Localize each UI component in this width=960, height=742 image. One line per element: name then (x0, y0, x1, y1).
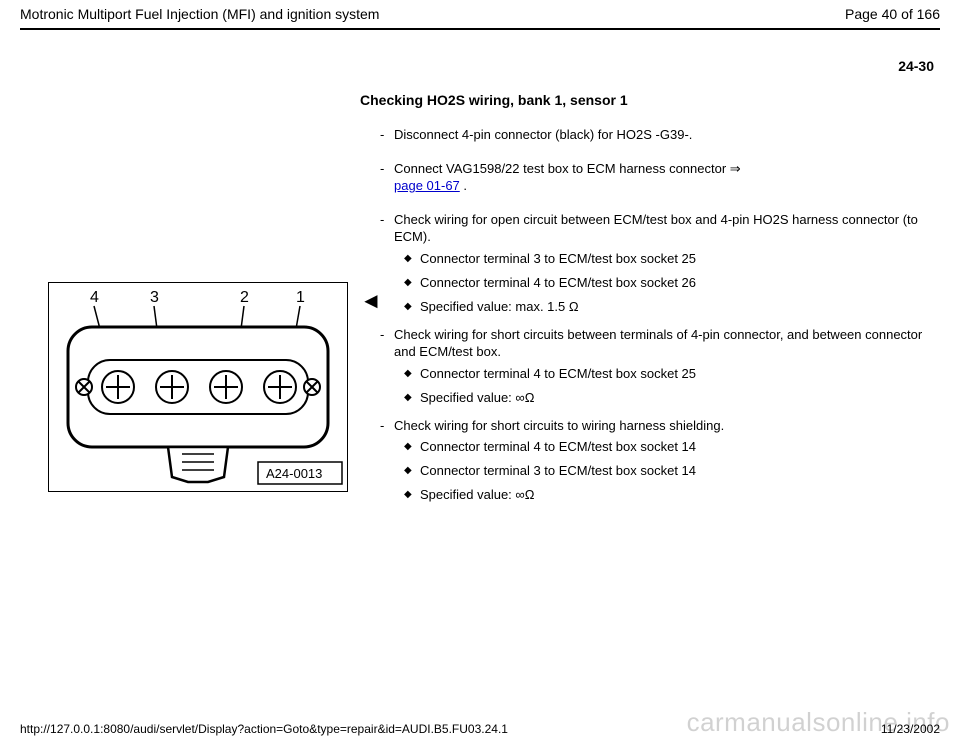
intro-step-text: Connect VAG1598/22 test box to ECM harne… (394, 160, 760, 195)
intro-step-text: Disconnect 4-pin connector (black) for H… (394, 126, 692, 144)
list-item-text: Specified value: Ω (420, 486, 534, 504)
page-header: Motronic Multiport Fuel Injection (MFI) … (20, 0, 940, 24)
bullet-icon: ◆ (404, 250, 420, 268)
list-dash: - (380, 211, 394, 229)
section-number: 24-30 (20, 58, 934, 74)
doc-title: Motronic Multiport Fuel Injection (MFI) … (20, 6, 379, 22)
check-step-text: Check wiring for open circuit between EC… (394, 211, 940, 246)
pin-label: 4 (90, 289, 99, 306)
bullet-icon: ◆ (404, 365, 420, 383)
content-area: Checking HO2S wiring, bank 1, sensor 1 -… (20, 92, 940, 504)
intro-step: - Connect VAG1598/22 test box to ECM har… (380, 160, 760, 195)
check-sublist: ◆Connector terminal 3 to ECM/test box so… (404, 250, 940, 316)
page-link[interactable]: page 01-67 (394, 178, 460, 193)
figure-ref: A24-0013 (266, 466, 322, 481)
list-item: ◆Connector terminal 3 to ECM/test box so… (404, 250, 940, 268)
header-rule (20, 28, 940, 30)
list-item-text: Connector terminal 3 to ECM/test box soc… (420, 250, 696, 268)
list-dash: - (380, 326, 394, 344)
bullet-icon: ◆ (404, 389, 420, 407)
pin-label: 3 (150, 289, 159, 306)
check-steps: - Check wiring for open circuit between … (380, 211, 940, 505)
check-step-text: Check wiring for short circuits between … (394, 326, 940, 361)
footer-date: 11/23/2002 (881, 722, 940, 736)
check-step: - Check wiring for short circuits betwee… (380, 326, 940, 361)
list-item-text: Connector terminal 4 to ECM/test box soc… (420, 438, 696, 456)
list-item: ◆Connector terminal 4 to ECM/test box so… (404, 365, 940, 383)
bullet-icon: ◆ (404, 274, 420, 292)
list-item: ◆Connector terminal 4 to ECM/test box so… (404, 438, 940, 456)
page-number-label: Page 40 of 166 (845, 6, 940, 22)
figure-pointer-icon: ◄ (360, 288, 382, 314)
check-step: - Check wiring for open circuit between … (380, 211, 940, 246)
step-suffix: . (460, 178, 467, 193)
list-item: ◆Specified value: Ω (404, 389, 940, 407)
list-item-text: Specified value: max. 1.5 (420, 298, 579, 316)
connector-svg: 4 3 2 1 (48, 282, 348, 492)
step-prefix: Connect VAG1598/22 test box to ECM harne… (394, 161, 730, 176)
list-item: ◆Connector terminal 4 to ECM/test box so… (404, 274, 940, 292)
check-sublist: ◆Connector terminal 4 to ECM/test box so… (404, 438, 940, 504)
check-step-text: Check wiring for short circuits to wirin… (394, 417, 724, 435)
bullet-icon: ◆ (404, 486, 420, 504)
bullet-icon: ◆ (404, 462, 420, 480)
page-container: Motronic Multiport Fuel Injection (MFI) … (0, 0, 960, 742)
footer-url: http://127.0.0.1:8080/audi/servlet/Displ… (20, 722, 508, 736)
check-step: - Check wiring for short circuits to wir… (380, 417, 940, 435)
list-item-text: Connector terminal 4 to ECM/test box soc… (420, 274, 696, 292)
intro-step: - Disconnect 4-pin connector (black) for… (380, 126, 760, 144)
pin-label: 1 (296, 289, 305, 306)
list-dash: - (380, 417, 394, 435)
check-sublist: ◆Connector terminal 4 to ECM/test box so… (404, 365, 940, 407)
connector-figure: 4 3 2 1 (48, 282, 348, 492)
bullet-icon: ◆ (404, 298, 420, 316)
list-item-text: Connector terminal 3 to ECM/test box soc… (420, 462, 696, 480)
link-arrow-icon: ⇒ (730, 161, 741, 176)
list-item: ◆Specified value: max. 1.5 (404, 298, 940, 316)
list-dash: - (380, 160, 394, 178)
section-title: Checking HO2S wiring, bank 1, sensor 1 (360, 92, 940, 108)
list-item-text: Connector terminal 4 to ECM/test box soc… (420, 365, 696, 383)
bullet-icon: ◆ (404, 438, 420, 456)
list-item: ◆Specified value: Ω (404, 486, 940, 504)
pin-label: 2 (240, 289, 249, 306)
list-dash: - (380, 126, 394, 144)
list-item: ◆Connector terminal 3 to ECM/test box so… (404, 462, 940, 480)
list-item-text: Specified value: Ω (420, 389, 534, 407)
